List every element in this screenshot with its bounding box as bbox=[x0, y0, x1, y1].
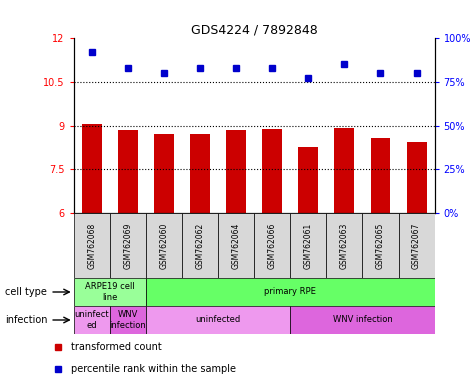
Bar bbox=[407, 142, 427, 213]
Text: GSM762066: GSM762066 bbox=[268, 222, 276, 269]
Text: transformed count: transformed count bbox=[71, 341, 162, 351]
Bar bbox=[290, 306, 435, 334]
Bar bbox=[399, 213, 435, 278]
Bar bbox=[146, 306, 290, 334]
Bar bbox=[218, 213, 254, 278]
Text: uninfected: uninfected bbox=[195, 316, 241, 324]
Bar bbox=[190, 134, 210, 213]
Text: percentile rank within the sample: percentile rank within the sample bbox=[71, 364, 236, 374]
Text: GSM762067: GSM762067 bbox=[412, 222, 421, 269]
Bar bbox=[146, 213, 182, 278]
Bar bbox=[334, 127, 354, 213]
Bar bbox=[290, 213, 326, 278]
Bar bbox=[226, 131, 246, 213]
Bar bbox=[110, 306, 146, 334]
Bar bbox=[82, 124, 102, 213]
Bar bbox=[326, 213, 362, 278]
Text: GSM762069: GSM762069 bbox=[124, 222, 132, 269]
Text: primary RPE: primary RPE bbox=[264, 288, 316, 296]
Bar bbox=[254, 213, 290, 278]
Bar bbox=[182, 213, 218, 278]
Text: infection: infection bbox=[5, 315, 47, 325]
Text: GSM762060: GSM762060 bbox=[160, 222, 168, 269]
Bar bbox=[262, 129, 282, 213]
Text: uninfect
ed: uninfect ed bbox=[75, 310, 109, 330]
Text: GSM762065: GSM762065 bbox=[376, 222, 385, 269]
Title: GDS4224 / 7892848: GDS4224 / 7892848 bbox=[191, 24, 317, 37]
Text: GSM762062: GSM762062 bbox=[196, 222, 204, 269]
Bar bbox=[154, 134, 174, 213]
Text: ARPE19 cell
line: ARPE19 cell line bbox=[85, 282, 134, 302]
Text: GSM762061: GSM762061 bbox=[304, 222, 313, 269]
Text: GSM762063: GSM762063 bbox=[340, 222, 349, 269]
Bar bbox=[362, 213, 399, 278]
Text: GSM762064: GSM762064 bbox=[232, 222, 240, 269]
Bar bbox=[110, 213, 146, 278]
Bar bbox=[74, 278, 146, 306]
Text: GSM762068: GSM762068 bbox=[87, 222, 96, 269]
Bar bbox=[370, 138, 390, 213]
Bar bbox=[74, 306, 110, 334]
Bar bbox=[298, 147, 318, 213]
Bar bbox=[118, 130, 138, 213]
Bar bbox=[74, 213, 110, 278]
Bar bbox=[146, 278, 435, 306]
Text: WNV infection: WNV infection bbox=[332, 316, 392, 324]
Text: cell type: cell type bbox=[5, 287, 47, 297]
Text: WNV
infection: WNV infection bbox=[109, 310, 146, 330]
